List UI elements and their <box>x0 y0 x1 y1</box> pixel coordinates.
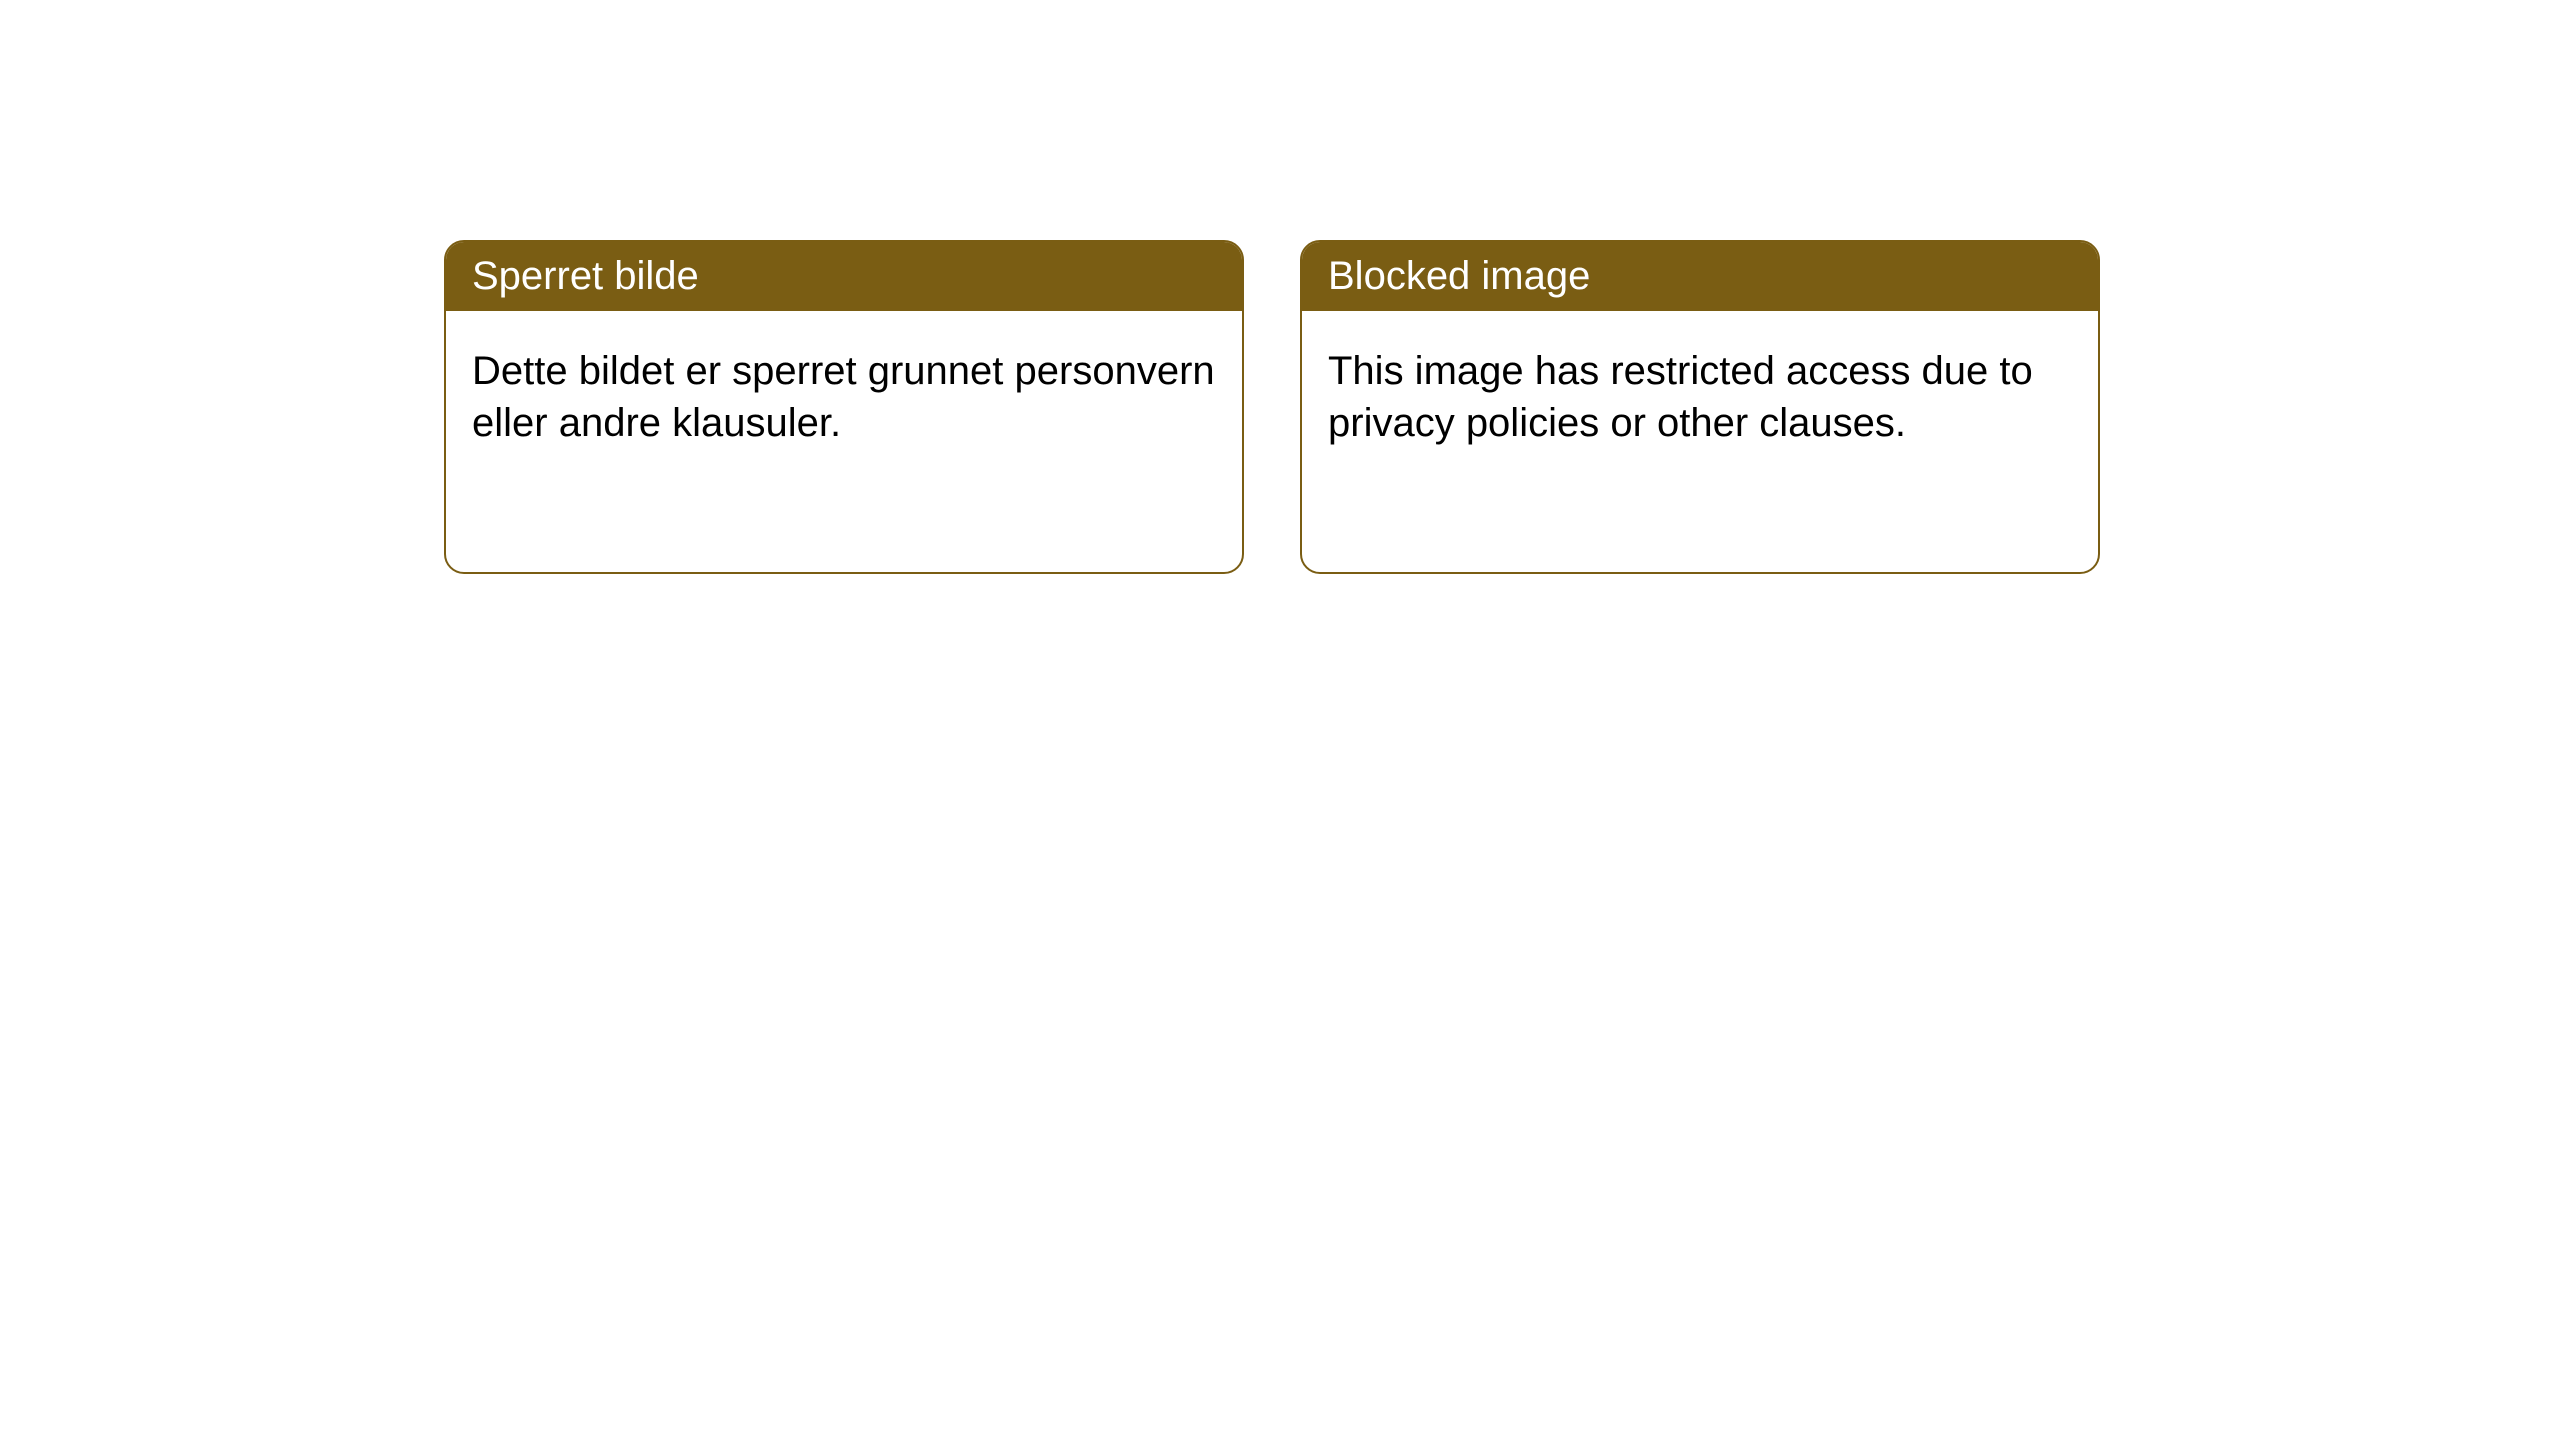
notice-card-norwegian: Sperret bilde Dette bildet er sperret gr… <box>444 240 1244 574</box>
notice-card-english: Blocked image This image has restricted … <box>1300 240 2100 574</box>
card-header: Blocked image <box>1302 242 2098 311</box>
card-body: This image has restricted access due to … <box>1302 311 2098 483</box>
card-body-text: Dette bildet er sperret grunnet personve… <box>472 349 1215 445</box>
notice-cards-container: Sperret bilde Dette bildet er sperret gr… <box>444 240 2100 574</box>
card-title: Blocked image <box>1328 254 1590 298</box>
card-header: Sperret bilde <box>446 242 1242 311</box>
card-body: Dette bildet er sperret grunnet personve… <box>446 311 1242 483</box>
card-title: Sperret bilde <box>472 254 699 298</box>
card-body-text: This image has restricted access due to … <box>1328 349 2033 445</box>
